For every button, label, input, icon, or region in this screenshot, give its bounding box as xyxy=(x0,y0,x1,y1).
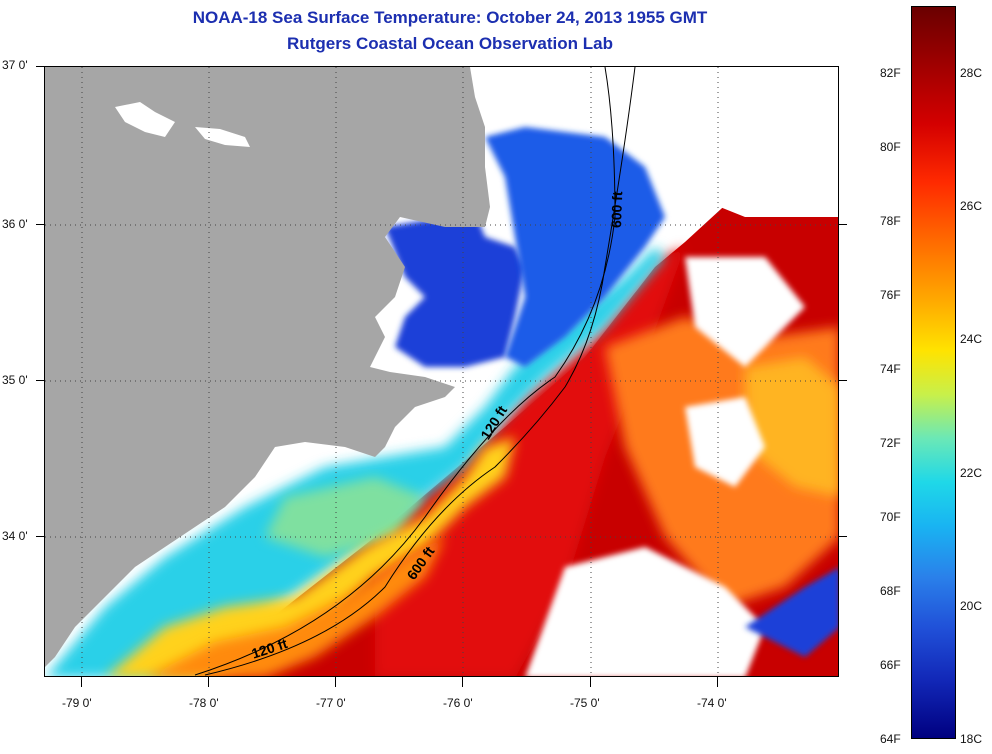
sst-cold-patch-southeast xyxy=(745,568,838,657)
lat-label-35: 35 0' xyxy=(2,373,28,387)
lon-label-78: -78 0' xyxy=(189,696,219,710)
colorbar-c-20: 20C xyxy=(960,599,983,613)
colorbar-f-70: 70F xyxy=(880,510,901,524)
colorbar-f-74: 74F xyxy=(880,362,901,376)
colorbar-f-78: 78F xyxy=(880,214,901,228)
lon-label-79: -79 0' xyxy=(62,696,92,710)
lon-label-75: -75 0' xyxy=(570,696,600,710)
lat-label-34: 34 0' xyxy=(2,529,28,543)
sst-orange-tongue xyxy=(148,537,445,676)
cloud-patch-southeast xyxy=(525,547,765,676)
cloud-patch-east xyxy=(685,257,805,367)
sst-pamlico-sound xyxy=(385,212,525,367)
cloud-patch-mid xyxy=(685,397,765,487)
colorbar-f-76: 76F xyxy=(880,288,901,302)
colorbar-f-68: 68F xyxy=(880,584,901,598)
colorbar-f-72: 72F xyxy=(880,436,901,450)
colorbar-c-28: 28C xyxy=(960,66,983,80)
colorbar-c-26: 26C xyxy=(960,199,983,213)
map-title: NOAA-18 Sea Surface Temperature: October… xyxy=(192,8,708,27)
lon-label-77: -77 0' xyxy=(316,696,346,710)
sst-yellow-offshore xyxy=(745,357,838,497)
lat-label-36: 36 0' xyxy=(2,217,28,231)
colorbar-c-18: 18C xyxy=(960,732,983,746)
colorbar-c-22: 22C xyxy=(960,466,983,480)
land-mass xyxy=(45,67,490,667)
colorbar-f-82: 82F xyxy=(880,66,901,80)
temperature-colorbar xyxy=(911,6,956,739)
sst-nearshore-blue xyxy=(485,127,665,367)
colorbar-c-24: 24C xyxy=(960,332,983,346)
lon-label-74: -74 0' xyxy=(697,696,727,710)
map-subtitle: Rutgers Coastal Ocean Observation Lab xyxy=(287,34,613,53)
isobath-label-600ft-north: 600 ft xyxy=(608,191,626,229)
sst-yellow-tongue xyxy=(107,437,515,676)
lake-1 xyxy=(115,102,175,137)
sst-map-canvas xyxy=(45,67,838,676)
cloud-patch-north xyxy=(465,67,838,217)
sst-map xyxy=(44,66,839,677)
colorbar-f-80: 80F xyxy=(880,140,901,154)
lon-label-76: -76 0' xyxy=(443,696,473,710)
lat-label-37: 37 0' xyxy=(2,58,28,72)
colorbar-f-66: 66F xyxy=(880,658,901,672)
sst-shelf-cyan xyxy=(46,247,665,676)
colorbar-f-64: 64F xyxy=(880,732,901,746)
